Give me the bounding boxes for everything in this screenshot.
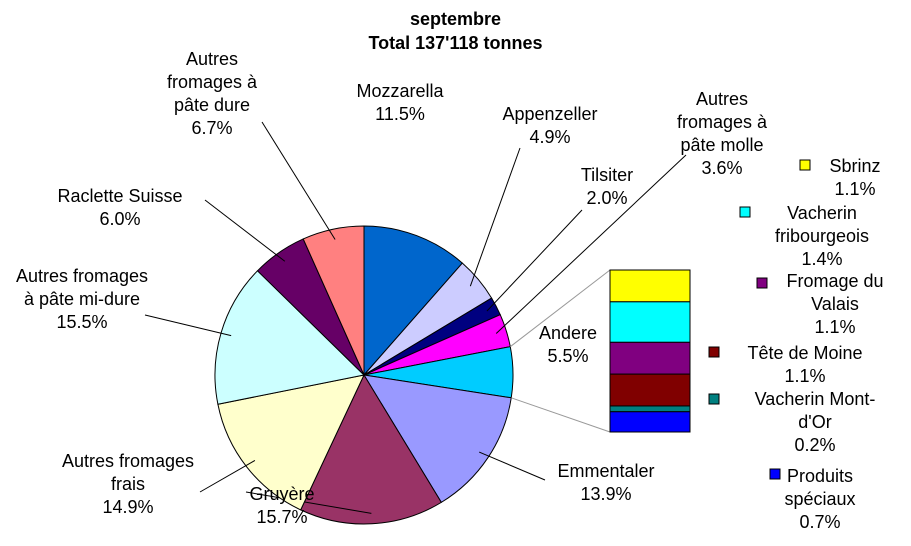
slice-label: Mozzarella 11.5% [345, 80, 455, 126]
bar-label: Fromage du Valais 1.1% [775, 270, 895, 339]
bar-label: Vacherin fribourgeois 1.4% [762, 202, 882, 271]
legend-marker [769, 468, 781, 480]
pie-slice [363, 225, 464, 377]
value-label: 15.5% [56, 312, 108, 332]
value-label: 6.7% [191, 118, 233, 138]
bar-segment [609, 373, 691, 407]
value-label: 14.9% [102, 497, 154, 517]
leader-line [144, 314, 232, 337]
leader-line [469, 147, 521, 287]
slice-label: Raclette Suisse 6.0% [30, 185, 210, 231]
value-label: 1.4% [801, 249, 843, 269]
slice-label: Tilsiter 2.0% [567, 164, 647, 210]
category-label: Autres fromages à pâte molle [676, 89, 768, 155]
slice-label: Gruyère 15.7% [237, 483, 327, 529]
bar-label: Tête de Moine 1.1% [740, 342, 870, 388]
bar-segment [609, 405, 691, 413]
leader-line [495, 154, 687, 334]
value-label: 0.2% [794, 435, 836, 455]
legend-marker [756, 277, 768, 289]
bar-segment [609, 301, 691, 343]
slice-label: Appenzeller 4.9% [490, 103, 610, 149]
value-label: 15.7% [256, 507, 308, 527]
value-label: 13.9% [580, 484, 632, 504]
value-label: 1.1% [834, 179, 876, 199]
slice-label: Emmentaler 13.9% [546, 460, 666, 506]
bar-label: Sbrinz 1.1% [815, 155, 895, 201]
category-label: Emmentaler [557, 461, 655, 481]
bar-segment [609, 269, 691, 303]
slice-label: Autres fromages à pâte molle 3.6% [670, 88, 775, 180]
slice-label: Andere 5.5% [533, 322, 603, 368]
category-label: Autres fromages frais [61, 451, 195, 494]
leader-line [199, 460, 256, 493]
connector-line [509, 269, 611, 348]
pie-slice [363, 374, 512, 504]
pie-slice [302, 225, 365, 376]
leader-line [245, 491, 372, 514]
category-label: Andere [538, 323, 598, 343]
chart-title: septembre [409, 9, 502, 29]
bar-segment [609, 411, 691, 433]
leader-line [478, 451, 546, 481]
category-label: Sbrinz [829, 156, 881, 176]
bar-label: Vacherin Mont-d'Or 0.2% [745, 388, 885, 457]
category-label: Raclette Suisse [57, 186, 183, 206]
category-label: Produits spéciaux [784, 466, 856, 509]
slice-label: Autres fromages à pâte mi-dure 15.5% [12, 265, 152, 334]
value-label: 1.1% [814, 317, 856, 337]
value-label: 5.5% [547, 346, 589, 366]
category-label: Vacherin Mont-d'Or [754, 389, 876, 432]
legend-marker [708, 346, 720, 358]
slice-label: Autres fromages à pâte dure 6.7% [160, 48, 265, 140]
category-label: Autres fromages à pâte dure [166, 49, 258, 115]
pie-slice [214, 270, 366, 405]
bar-label: Produits spéciaux 0.7% [780, 465, 860, 534]
leader-line [261, 121, 336, 240]
value-label: 0.7% [799, 512, 841, 532]
value-label: 2.0% [586, 188, 628, 208]
category-label: Autres fromages à pâte mi-dure [15, 266, 149, 309]
pie-slice [300, 373, 443, 525]
leader-line [486, 209, 583, 312]
category-label: Tête de Moine [747, 343, 863, 363]
leader-line [204, 199, 286, 262]
value-label: 11.5% [375, 104, 425, 124]
connector-line [511, 397, 611, 433]
legend-marker [799, 159, 811, 171]
value-label: 3.6% [701, 158, 743, 178]
bar-segment [609, 341, 691, 375]
legend-marker [739, 206, 751, 218]
category-label: Appenzeller [502, 104, 598, 124]
pie-slice [217, 374, 365, 511]
slice-label: Autres fromages frais 14.9% [53, 450, 203, 519]
value-label: 4.9% [529, 127, 571, 147]
value-label: 1.1% [784, 366, 826, 386]
legend-marker [708, 393, 720, 405]
chart-subtitle: Total 137'118 tonnes [368, 33, 543, 53]
value-label: 6.0% [99, 209, 141, 229]
category-label: Tilsiter [580, 165, 634, 185]
category-label: Gruyère [249, 484, 315, 504]
category-label: Mozzarella [356, 81, 444, 101]
category-label: Fromage du Valais [786, 271, 884, 314]
category-label: Vacherin fribourgeois [774, 203, 870, 246]
